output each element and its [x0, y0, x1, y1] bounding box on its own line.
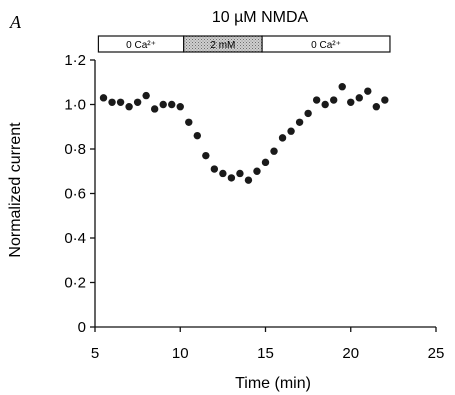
y-tick-label: 0: [78, 319, 86, 336]
y-tick-label: 0·4: [64, 230, 86, 247]
data-point: [236, 169, 244, 178]
data-point: [210, 165, 219, 173]
data-point: [176, 103, 184, 111]
data-point: [330, 96, 338, 104]
data-point: [321, 100, 329, 109]
x-ticks: 5 10 15 20 25: [91, 327, 445, 362]
solution-segment-label: 0 Ca²⁺: [126, 40, 156, 51]
y-tick-label: 0·6: [64, 186, 86, 203]
x-axis-label: Time (min): [235, 375, 311, 392]
data-point: [227, 174, 236, 182]
data-point: [355, 94, 363, 102]
data-point: [261, 158, 270, 167]
data-points: [99, 83, 389, 184]
data-point: [270, 147, 278, 155]
data-point: [108, 98, 116, 106]
data-point: [168, 100, 176, 109]
solution-bar: 0 Ca²⁺ 2 mM 0 Ca²⁺: [97, 35, 391, 53]
data-point: [159, 100, 167, 109]
axes: 0 0·2 0·4 0·6 0·8 1·0 1·2 5 10 15 20 25: [64, 52, 444, 362]
data-point: [364, 87, 372, 95]
data-point: [99, 94, 108, 102]
x-tick-label: 5: [91, 345, 99, 362]
solution-segment: [261, 35, 391, 53]
data-point: [347, 98, 355, 106]
data-point: [244, 176, 253, 184]
data-point: [219, 169, 227, 178]
x-tick-label: 15: [257, 345, 274, 362]
data-point: [133, 98, 142, 106]
data-point: [295, 118, 304, 127]
data-point: [253, 167, 261, 175]
x-tick-label: 25: [428, 345, 445, 362]
data-point: [116, 98, 125, 106]
solution-segment-label: 0 Ca²⁺: [311, 40, 341, 51]
data-point: [287, 127, 295, 135]
data-point: [312, 96, 321, 104]
data-point: [150, 105, 159, 113]
data-point: [338, 83, 346, 91]
data-point: [185, 118, 193, 127]
solution-segment-label: 2 mM: [210, 40, 235, 51]
data-point: [193, 131, 201, 140]
y-tick-label: 1·2: [64, 52, 86, 69]
data-point: [125, 103, 133, 111]
x-tick-label: 20: [342, 345, 359, 362]
y-tick-label: 0·2: [64, 275, 86, 292]
x-tick-label: 10: [172, 345, 189, 362]
data-point: [381, 96, 389, 104]
data-point: [142, 91, 150, 100]
panel-label: A: [9, 12, 22, 32]
data-point: [372, 103, 381, 111]
y-ticks: 0 0·2 0·4 0·6 0·8 1·0 1·2: [64, 52, 95, 336]
chart-title: 10 µM NMDA: [212, 9, 309, 26]
y-tick-label: 0·8: [64, 141, 86, 158]
y-tick-label: 1·0: [64, 97, 86, 114]
data-point: [304, 109, 312, 118]
data-point: [202, 151, 210, 160]
data-point: [278, 134, 287, 142]
y-axis-label: Normalized current: [7, 122, 24, 258]
